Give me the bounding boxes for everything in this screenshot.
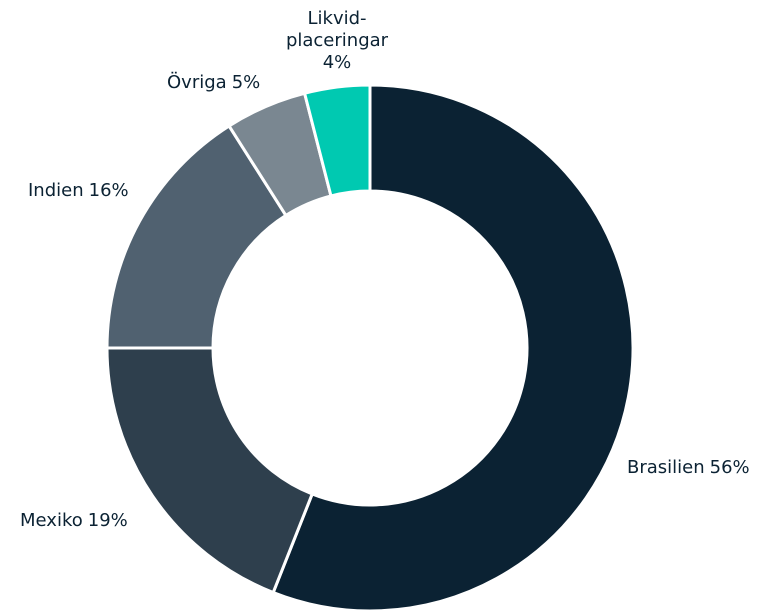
category-label: Brasilien [627,457,705,478]
slice-label: Övriga 5% [167,72,260,94]
slice-label: Likvid-placeringar 4% [277,8,397,74]
slice-label: Mexiko 19% [20,510,128,532]
category-label: Indien [28,180,84,201]
slice-label: Indien 16% [28,180,129,202]
category-label: Övriga [167,72,227,93]
value-label: 5% [231,72,261,93]
value-label: 56% [709,457,750,478]
category-label: Mexiko [20,510,83,531]
value-label: 4% [322,52,352,73]
donut-slice [271,83,635,612]
category-label: Likvid-placeringar [285,8,389,51]
value-label: 19% [87,510,128,531]
donut-slice [105,346,315,595]
slice-label: Brasilien 56% [627,457,750,479]
donut-slice [302,83,372,198]
value-label: 16% [88,180,129,201]
